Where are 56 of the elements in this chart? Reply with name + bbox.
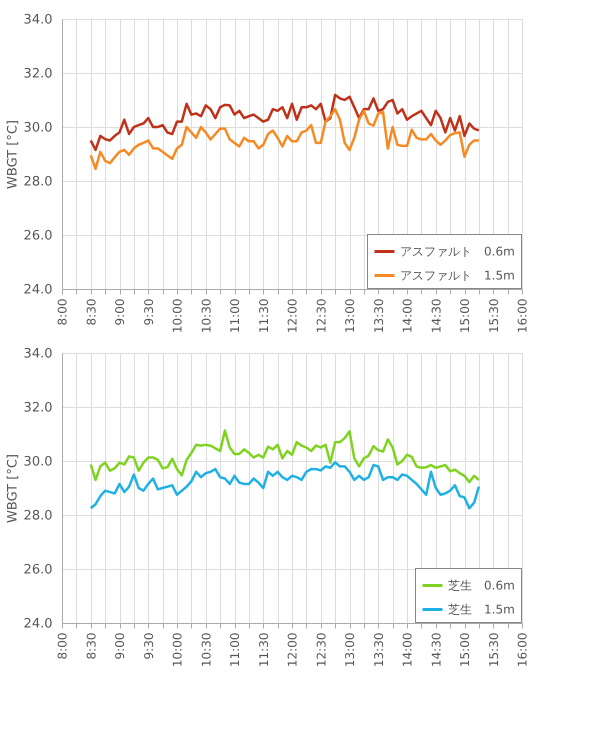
x-tick-label: 16:00 — [516, 298, 530, 334]
x-tick-label: 9:00 — [113, 632, 127, 660]
x-tick-label: 9:30 — [142, 298, 156, 326]
x-tick-label: 13:00 — [343, 298, 357, 334]
x-tick-label: 15:30 — [486, 632, 501, 668]
x-tick-label: 8:00 — [56, 632, 70, 660]
y-tick-label: 34.0 — [24, 346, 52, 362]
x-tick-label: 10:30 — [199, 632, 214, 668]
x-tick-label: 12:00 — [286, 632, 300, 668]
line-series — [90, 461, 480, 510]
x-tick-label: 16:00 — [516, 632, 530, 668]
legend-label: 芝生 1.5m — [448, 602, 515, 616]
y-tick-label: 28.0 — [24, 174, 52, 190]
y-tick-label: 24.0 — [24, 616, 52, 632]
x-tick-label: 12:30 — [314, 632, 328, 668]
x-tick-label: 11:30 — [256, 632, 271, 668]
x-tick-label: 12:30 — [314, 298, 328, 334]
x-tick-label: 14:00 — [400, 632, 414, 668]
x-tick-label: 8:30 — [84, 298, 98, 326]
y-tick-label: 32.0 — [24, 400, 52, 416]
y-tick-label: 28.0 — [24, 508, 52, 524]
x-tick-label: 13:30 — [372, 298, 386, 334]
x-tick-label: 10:30 — [199, 298, 214, 334]
x-tick-label: 9:30 — [142, 632, 156, 660]
y-tick-label: 26.0 — [24, 562, 52, 578]
y-tick-label: 30.0 — [24, 120, 52, 136]
legend-label: アスファルト 0.6m — [400, 244, 515, 258]
y-axis-title: WBGT [°C] — [6, 454, 21, 523]
x-tick-label: 9:00 — [113, 298, 127, 326]
legend-label: アスファルト 1.5m — [400, 268, 515, 282]
x-tick-label: 11:30 — [256, 298, 271, 334]
y-axis-title: WBGT [°C] — [6, 120, 21, 189]
y-tick-label: 32.0 — [24, 66, 52, 82]
x-tick-label: 14:30 — [429, 298, 444, 334]
x-tick-label: 15:30 — [486, 298, 501, 334]
line-series — [90, 429, 480, 484]
x-tick-label: 15:00 — [458, 632, 472, 668]
x-tick-label: 8:30 — [84, 632, 98, 660]
x-tick-label: 10:00 — [170, 298, 184, 334]
x-tick-label: 14:00 — [400, 298, 414, 334]
x-tick-label: 14:30 — [429, 632, 444, 668]
y-tick-label: 30.0 — [24, 454, 52, 470]
x-tick-label: 13:00 — [343, 632, 357, 668]
y-tick-label: 34.0 — [24, 12, 52, 28]
x-tick-label: 13:30 — [372, 632, 386, 668]
x-tick-label: 15:00 — [458, 298, 472, 334]
line-series — [90, 94, 480, 152]
y-tick-label: 24.0 — [24, 282, 52, 298]
x-tick-label: 8:00 — [56, 298, 70, 326]
legend-label: 芝生 0.6m — [448, 578, 515, 592]
x-tick-label: 12:00 — [286, 298, 300, 334]
x-tick-label: 11:00 — [228, 298, 242, 334]
line-series — [90, 108, 480, 170]
x-tick-label: 10:00 — [170, 632, 184, 668]
y-tick-label: 26.0 — [24, 228, 52, 244]
x-tick-label: 11:00 — [228, 632, 242, 668]
